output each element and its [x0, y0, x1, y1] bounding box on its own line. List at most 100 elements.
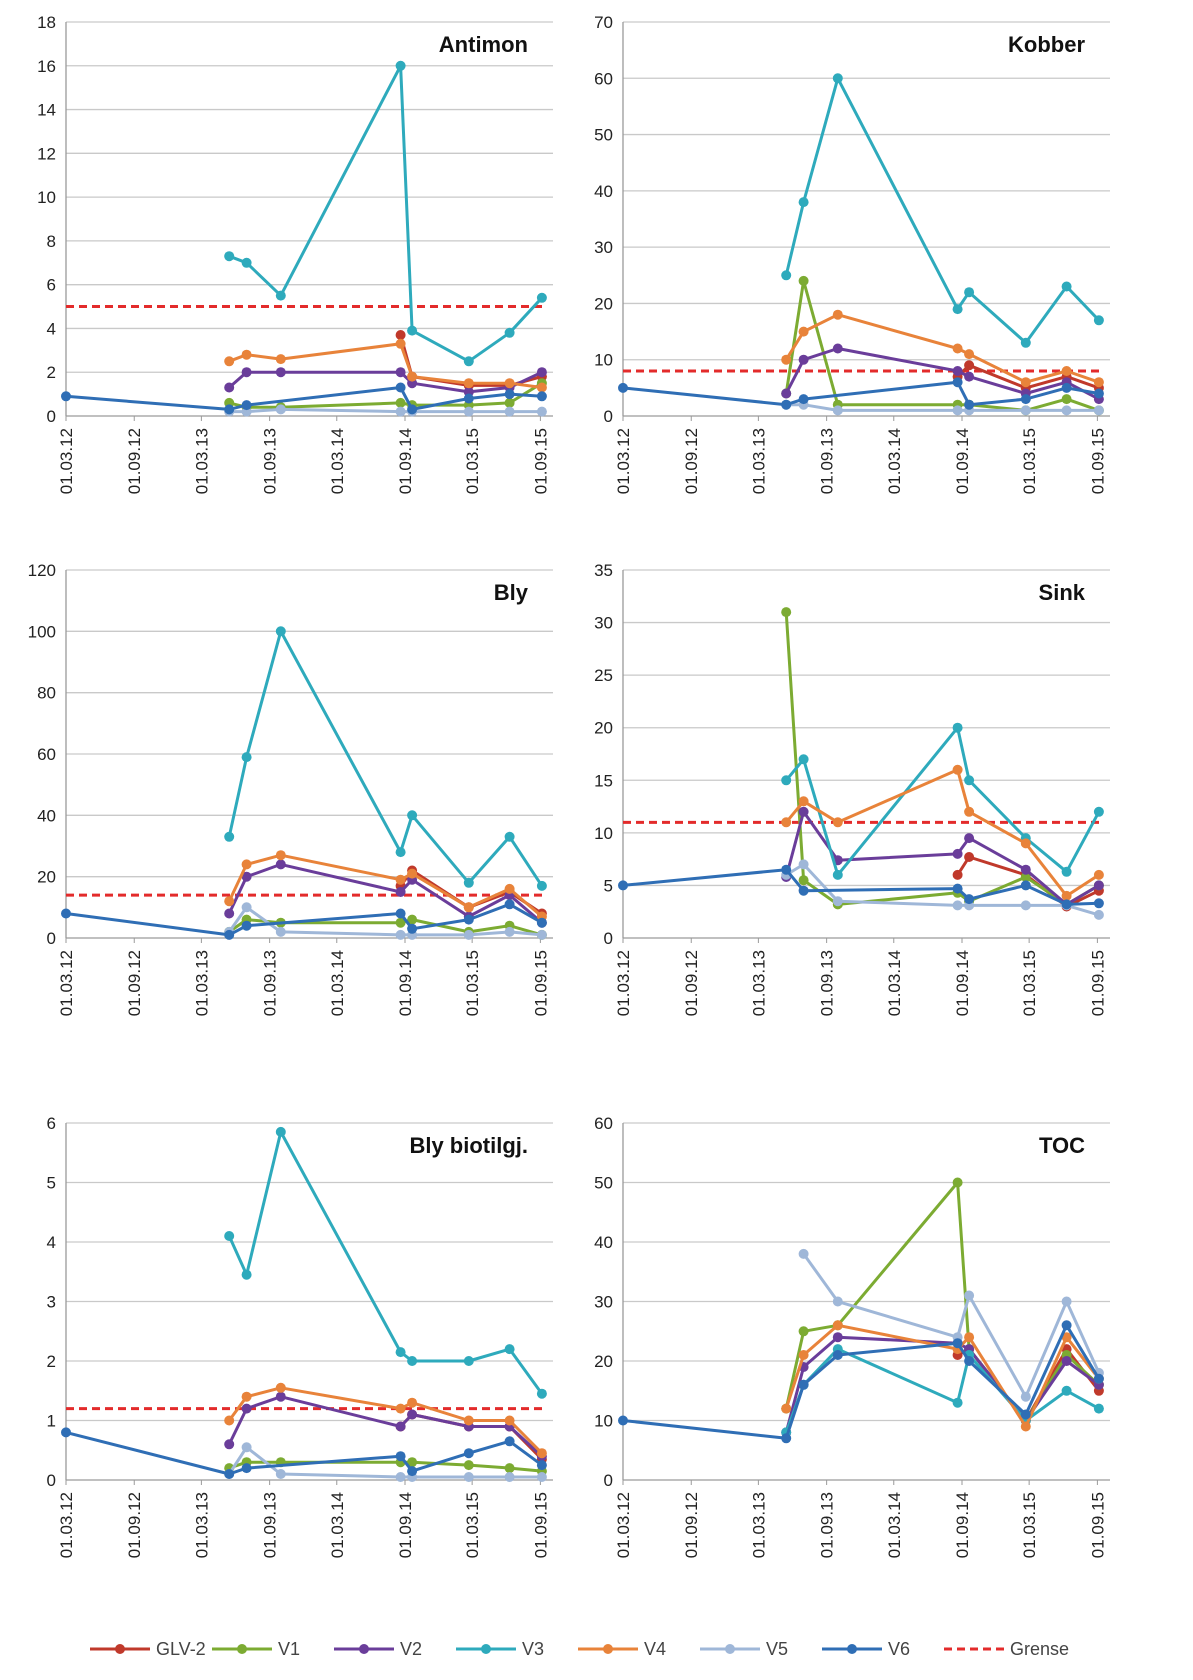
legend-item-v4: V4 [578, 1639, 666, 1659]
x-tick-label: 01.09.13 [818, 950, 837, 1016]
data-point [504, 926, 515, 937]
legend-item-v1: V1 [212, 1639, 300, 1659]
data-point [1061, 366, 1072, 376]
data-point [61, 908, 71, 919]
series-line [228, 381, 543, 409]
data-point [504, 1436, 515, 1447]
y-tick-label: 5 [604, 876, 613, 895]
data-point [1061, 890, 1072, 901]
data-point [395, 1451, 406, 1462]
data-point [241, 1403, 252, 1414]
data-point [964, 1290, 975, 1301]
data-point [275, 859, 286, 870]
x-tick-label: 01.09.13 [818, 428, 837, 494]
x-tick-label: 01.03.14 [885, 428, 904, 494]
y-tick-label: 20 [594, 719, 613, 738]
data-point [407, 1457, 418, 1468]
legend-marker [115, 1644, 125, 1654]
data-point [275, 404, 286, 415]
data-point [964, 833, 975, 844]
series-v4 [224, 338, 547, 393]
data-point [798, 796, 809, 807]
data-point [798, 394, 809, 405]
x-tick-label: 01.09.14 [396, 950, 415, 1016]
data-point [536, 917, 547, 928]
data-point [1061, 866, 1072, 877]
data-point [241, 1442, 252, 1453]
data-point [832, 1332, 843, 1343]
data-point [395, 1472, 406, 1482]
data-point [395, 397, 406, 408]
data-point [224, 404, 235, 415]
data-point [463, 1472, 474, 1482]
x-tick-label: 01.03.12 [57, 428, 76, 494]
y-tick-label: 6 [47, 276, 56, 295]
data-point [463, 406, 474, 417]
data-point [1093, 869, 1104, 880]
data-point [798, 197, 809, 208]
chart-panel-1: 0 2 4 6 8 10 12 14 16 18 01.03.12 01.09.12 01.03.13 0… [37, 13, 553, 494]
y-tick-label: 3 [47, 1293, 56, 1312]
chart-title: Antimon [439, 32, 528, 57]
data-point [1020, 880, 1031, 891]
data-point [224, 356, 235, 367]
data-point [1020, 864, 1031, 875]
chart-panel-5: 0 1 2 3 4 5 6 01.03.12 01.09.12 01.03.13 01.09.13 0… [47, 1114, 553, 1558]
data-point [781, 864, 792, 875]
y-tick-label: 80 [37, 684, 56, 703]
data-point [1093, 909, 1104, 920]
series-v3 [224, 1126, 547, 1399]
data-point [275, 367, 286, 378]
data-point [275, 1469, 286, 1479]
data-point [61, 391, 71, 402]
data-point [275, 626, 286, 637]
data-point [1020, 405, 1031, 416]
data-point [952, 1397, 963, 1408]
x-tick-label: 01.09.15 [531, 950, 550, 1016]
data-point [1020, 1421, 1031, 1432]
data-point [224, 1439, 235, 1450]
data-point [832, 309, 843, 320]
data-point [241, 871, 252, 882]
data-point [463, 393, 474, 404]
legend-label: GLV-2 [156, 1639, 206, 1659]
data-point [241, 859, 252, 870]
data-point [224, 896, 235, 907]
x-tick-label: 01.09.12 [125, 1492, 144, 1558]
data-point [463, 1356, 474, 1366]
data-point [536, 406, 547, 417]
data-point [241, 349, 252, 360]
x-tick-label: 01.09.14 [396, 1492, 415, 1558]
data-point [964, 806, 975, 817]
chart-legend: GLV-2 V1 V2 V3 V4 V5 V6 Grense [90, 1639, 1069, 1659]
legend-marker [847, 1644, 857, 1654]
data-point [952, 900, 963, 911]
y-tick-label: 2 [47, 1352, 56, 1371]
x-tick-label: 01.03.12 [57, 950, 76, 1016]
data-point [395, 874, 406, 885]
data-point [463, 914, 474, 925]
y-tick-label: 4 [47, 319, 56, 338]
data-point [395, 406, 406, 417]
data-point [798, 354, 809, 365]
data-point [1061, 899, 1072, 910]
x-tick-label: 01.09.15 [1088, 428, 1107, 494]
data-point [781, 270, 792, 281]
y-tick-label: 0 [604, 929, 613, 948]
data-point [504, 899, 515, 910]
series-v4 [781, 764, 1104, 901]
data-point [536, 1388, 547, 1399]
chart-panel-4: 0 5 10 15 20 25 30 35 01.03.12 01.09.12 01.03.13 01… [594, 561, 1110, 1016]
data-point [224, 1415, 235, 1426]
series-line [227, 629, 544, 887]
y-tick-label: 2 [47, 363, 56, 382]
y-tick-label: 20 [594, 294, 613, 313]
data-point [224, 251, 235, 262]
x-tick-label: 01.09.13 [818, 1492, 837, 1558]
data-point [536, 292, 547, 303]
x-tick-label: 01.09.15 [531, 428, 550, 494]
data-point [964, 360, 975, 371]
chart-panel-6: 0 10 20 30 40 50 60 01.03.12 01.09.12 01.03.13 01.… [594, 1114, 1110, 1558]
data-point [952, 848, 963, 859]
series-line [784, 347, 1100, 401]
